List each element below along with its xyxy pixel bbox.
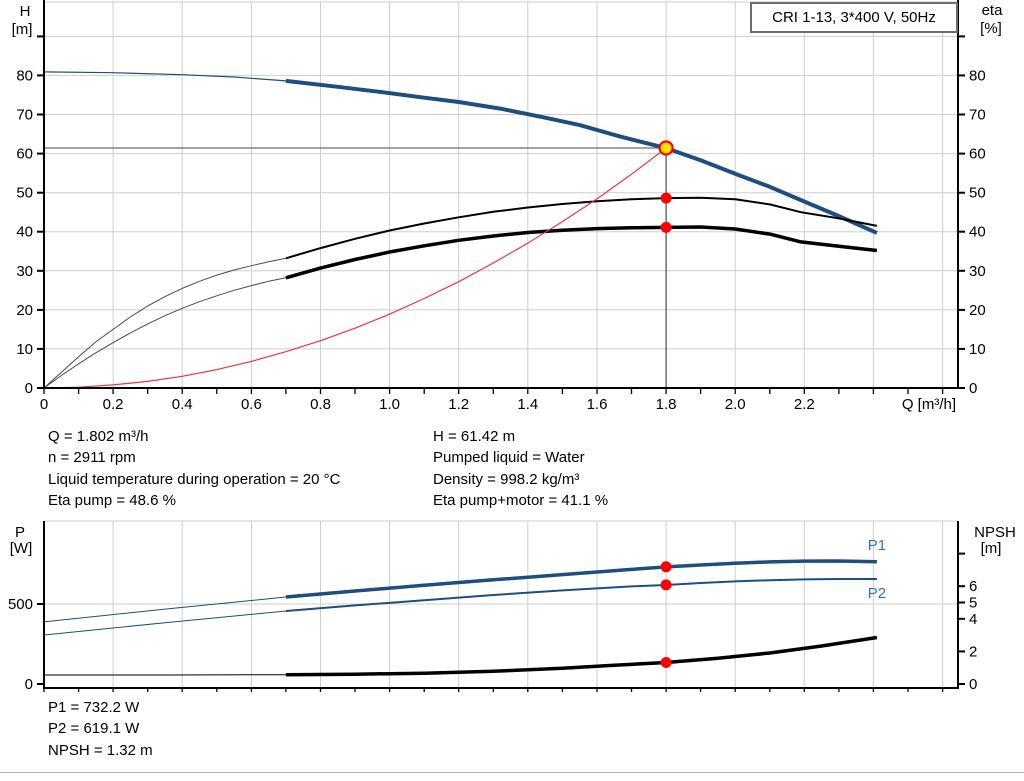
x-tick-label: 0	[40, 396, 48, 413]
y-left-tick-label: 0	[25, 380, 33, 397]
y-left-tick-label: 0	[25, 676, 33, 693]
x-tick-label: 1.2	[448, 396, 469, 413]
y-left-tick-label: 70	[16, 107, 33, 124]
y-left-tick-label: 500	[8, 596, 33, 613]
x-tick-label: 1.0	[379, 396, 400, 413]
eta-pump-curve-lead	[43, 257, 286, 389]
qh-eta-chart-axes	[37, 0, 965, 389]
y-right-tick-label: 70	[969, 107, 986, 124]
x-tick-label: 0.2	[103, 396, 124, 413]
p2-label: P2	[868, 585, 886, 602]
y-right-tick-label: 40	[969, 224, 986, 241]
info-line-eta-pump-motor: Eta pump+motor = 41.1 %	[433, 492, 609, 510]
y-left-tick-label: 10	[16, 341, 33, 358]
duty-info-left: Q = 1.802 m³/h n = 2911 rpm Liquid tempe…	[48, 426, 340, 512]
eta-pump-motor-curve	[285, 225, 878, 280]
qh-eta-chart-gridlines	[44, 1, 958, 388]
head-curve	[285, 78, 878, 235]
bottom-divider	[0, 772, 1024, 773]
p1-point	[660, 561, 672, 573]
qh-eta-chart-x-ticks	[43, 388, 944, 394]
x-tick-label: 1.6	[587, 396, 608, 413]
power-npsh-chart-axes	[37, 521, 965, 689]
duty-point	[658, 140, 674, 156]
x-tick-label: 0.6	[241, 396, 262, 413]
y-right-tick-label: 10	[969, 341, 986, 358]
power-info: P1 = 732.2 W P2 = 619.1 W NPSH = 1.32 m	[48, 697, 153, 761]
system-curve	[43, 147, 667, 389]
x-tick-label: 1.4	[517, 396, 538, 413]
info-line-p1: P1 = 732.2 W	[48, 699, 140, 716]
y-right-tick-label: 50	[969, 185, 986, 202]
p2-point	[660, 579, 672, 591]
y-right-tick-label: 80	[969, 67, 986, 84]
y-left-tick-label: 60	[16, 146, 33, 163]
y-right-tick-label: 2	[969, 643, 977, 660]
qh-eta-chart: 0 10 20 30 40 50 60 70 80 0 10 20 30 40 50 60 70 80 0 0.2 0.…	[12, 0, 1004, 413]
y-right-tick-label: 0	[969, 676, 977, 693]
power-npsh-chart: 0 500 0 2 456 P[W] NPSH[m] P1 P2	[8, 520, 1016, 693]
y-right-axis-title: [%]	[980, 20, 1002, 37]
pump-title-box: CRI 1-13, 3*400 V, 50Hz	[750, 2, 958, 33]
head-curve-lead	[43, 71, 286, 82]
pump-title: CRI 1-13, 3*400 V, 50Hz	[772, 9, 936, 26]
y-left-tick-label: 50	[16, 185, 33, 202]
y-right-tick-label: 20	[969, 302, 986, 319]
y-left-tick-label: 30	[16, 263, 33, 280]
y-right-tick-label: 30	[969, 263, 986, 280]
eta-pump-motor-point	[660, 221, 672, 233]
x-axis-title: Q [m³/h]	[902, 396, 956, 413]
y-right-tick-label: 60	[969, 146, 986, 163]
y-right-tick-label: 6	[969, 578, 977, 595]
y-right-axis-title: [m]	[981, 540, 1002, 557]
y-right-tick-label: 0	[969, 380, 977, 397]
y-right-axis-title: NPSH	[974, 524, 1016, 541]
y-left-axis-title: P	[15, 524, 25, 541]
eta-pump-curve	[285, 196, 878, 260]
y-left-axis-title: H	[20, 3, 31, 20]
p2-curve	[285, 578, 877, 612]
p2-curve-lead	[43, 610, 286, 636]
eta-pump-motor-curve-lead	[43, 277, 286, 389]
x-tick-label: 0.8	[310, 396, 331, 413]
power-npsh-chart-x-ticks	[43, 688, 944, 692]
duty-info-right: H = 61.42 m Pumped liquid = Water Densit…	[433, 426, 608, 512]
y-left-axis-title: [m]	[12, 21, 33, 38]
npsh-point	[660, 657, 672, 668]
npsh-curve	[285, 635, 878, 677]
y-right-tick-label: 5	[969, 595, 977, 612]
power-npsh-chart-gridlines	[44, 520, 958, 688]
x-tick-label: 0.4	[172, 396, 193, 413]
y-right-tick-label: 4	[969, 611, 977, 628]
info-line-npsh: NPSH = 1.32 m	[48, 741, 153, 759]
info-line-liquid-temp: Liquid temperature during operation = 20…	[48, 470, 341, 488]
x-tick-label: 1.8	[656, 396, 677, 413]
y-left-tick-label: 40	[16, 224, 33, 241]
y-left-tick-label: 80	[16, 67, 33, 84]
info-line-n: n = 2911 rpm	[48, 449, 136, 467]
info-line-eta-pump: Eta pump = 48.6 %	[48, 492, 176, 510]
p1-curve-lead	[43, 596, 286, 623]
info-line-p2: P2 = 619.1 W	[48, 720, 140, 738]
info-line-q: Q = 1.802 m³/h	[48, 428, 149, 445]
info-line-h: H = 61.42 m	[433, 428, 516, 445]
y-right-axis-title: eta	[982, 2, 1004, 19]
eta-pump-point	[660, 192, 672, 204]
info-line-pumped-liquid: Pumped liquid = Water	[433, 449, 585, 467]
info-line-density: Density = 998.2 kg/m³	[433, 470, 580, 488]
x-tick-label: 2.2	[794, 396, 815, 413]
p1-label: P1	[868, 537, 886, 554]
x-tick-label: 2.0	[725, 396, 746, 413]
y-left-tick-label: 20	[16, 302, 33, 319]
y-left-axis-title: [W]	[10, 540, 33, 557]
